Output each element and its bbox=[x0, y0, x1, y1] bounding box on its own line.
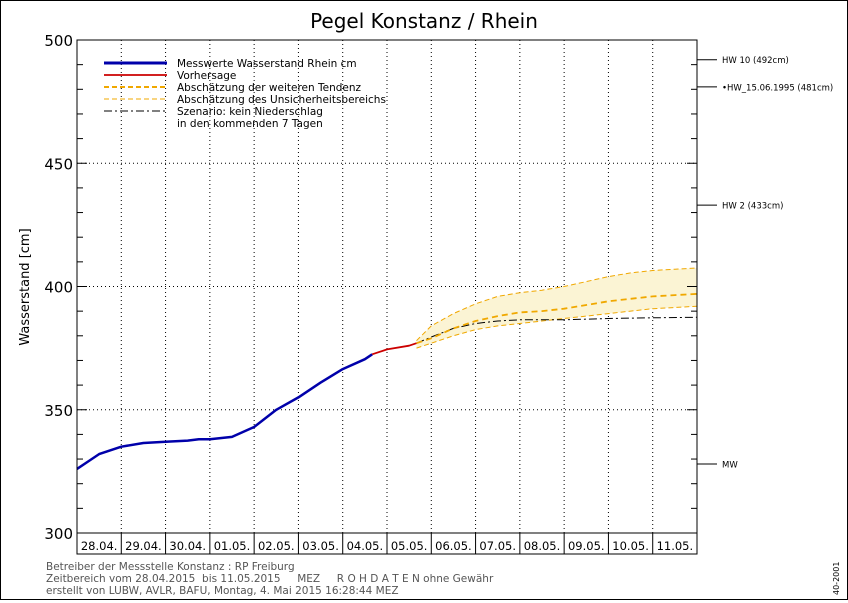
series-layer bbox=[76, 267, 698, 470]
band-upper-line bbox=[416, 267, 698, 342]
scenario-series-line bbox=[416, 316, 698, 344]
legend-label: Abschätzung der weiteren Tendenz bbox=[177, 82, 362, 94]
footer: Betreiber der Messstelle Konstanz : RP F… bbox=[46, 561, 841, 597]
y-tick-label: 400 bbox=[44, 279, 73, 297]
axes-layer: 300 350 400 450 500 28.04. 29.04. 30.04. 01.05. 0… bbox=[44, 32, 698, 555]
x-day-label: 04.05. bbox=[347, 539, 384, 553]
x-day-label: 30.04. bbox=[169, 539, 206, 553]
x-day-label: 01.05. bbox=[214, 539, 251, 553]
legend-label: in den kommenden 7 Tagen bbox=[177, 118, 323, 130]
reference-level-label: MW bbox=[722, 460, 738, 470]
y-tick-label: 300 bbox=[44, 525, 73, 543]
legend-label: Messwerte Wasserstand Rhein cm bbox=[177, 58, 357, 70]
x-day-label: 10.05. bbox=[612, 539, 649, 553]
y-tick-label: 350 bbox=[44, 402, 73, 420]
x-day-label: 29.04. bbox=[125, 539, 162, 553]
reference-level-label: HW 2 (433cm) bbox=[722, 202, 783, 212]
trend-series-line bbox=[416, 293, 698, 345]
footer-code: 40-2001 bbox=[832, 562, 841, 595]
x-day-label: 09.05. bbox=[568, 539, 605, 553]
reference-levels: HW 10 (492cm) •HW_15.06.1995 (481cm) HW 2 … bbox=[697, 56, 833, 470]
reference-level-label: HW 10 (492cm) bbox=[722, 56, 789, 66]
x-day-label: 05.05. bbox=[391, 539, 428, 553]
x-day-label: 02.05. bbox=[258, 539, 295, 553]
forecast-series-line bbox=[371, 342, 417, 356]
footer-timerange: Zeitbereich vom 28.04.2015 bis 11.05.201… bbox=[46, 573, 494, 585]
x-day-label: 28.04. bbox=[81, 539, 118, 553]
uncertainty-band-fill bbox=[416, 268, 697, 349]
x-day-label: 06.05. bbox=[435, 539, 472, 553]
reference-level-label: •HW_15.06.1995 (481cm) bbox=[722, 83, 833, 93]
legend-label: Szenario: kein Niederschlag bbox=[177, 106, 323, 118]
footer-operator: Betreiber der Messstelle Konstanz : RP F… bbox=[46, 561, 295, 573]
x-day-label: 08.05. bbox=[524, 539, 561, 553]
legend: Messwerte Wasserstand Rhein cmVorhersage… bbox=[104, 58, 386, 130]
legend-label: Vorhersage bbox=[177, 70, 236, 82]
x-day-label: 07.05. bbox=[479, 539, 516, 553]
uncertainty-band bbox=[416, 268, 697, 349]
footer-created: erstellt von LUBW, AVLR, BAFU, Montag, 4… bbox=[46, 585, 399, 597]
y-tick-label: 450 bbox=[44, 155, 73, 173]
x-day-label: 03.05. bbox=[302, 539, 339, 553]
y-axis-label: Wasserstand [cm] bbox=[18, 228, 33, 345]
chart-title: Pegel Konstanz / Rhein bbox=[310, 9, 538, 33]
legend-label: Abschätzung des Unsicherheitsbereichs bbox=[177, 94, 386, 106]
measured-series-line bbox=[76, 353, 373, 470]
y-tick-label: 500 bbox=[44, 32, 73, 50]
x-day-label: 11.05. bbox=[657, 539, 694, 553]
